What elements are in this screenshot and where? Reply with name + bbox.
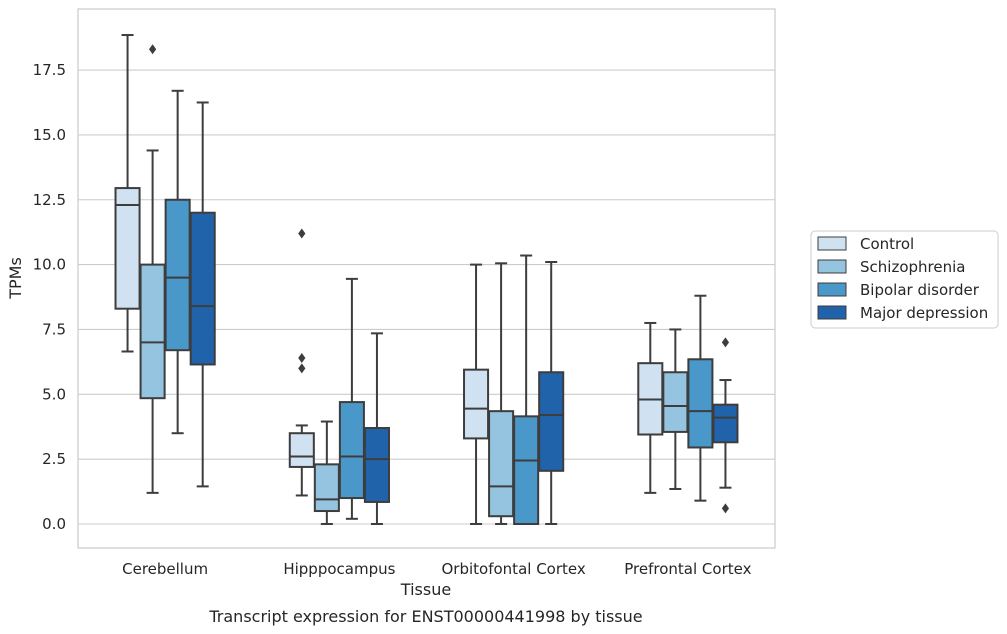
box — [712, 403, 739, 444]
outlier-point — [721, 503, 730, 514]
box-group — [637, 321, 664, 494]
box — [662, 371, 689, 433]
legend-label: Control — [860, 235, 914, 253]
box — [288, 432, 315, 468]
box-group — [463, 263, 490, 525]
box-group — [687, 294, 714, 502]
box — [114, 187, 141, 310]
box — [538, 371, 565, 472]
box-group — [189, 101, 216, 488]
x-axis-label: Tissue — [400, 580, 451, 599]
legend-swatch — [817, 305, 847, 320]
y-tick-label: 5.0 — [42, 385, 66, 403]
y-tick-label: 15.0 — [33, 126, 66, 144]
outlier-point — [298, 352, 306, 363]
box-group — [712, 337, 739, 514]
box — [363, 427, 390, 503]
y-tick-label: 2.5 — [42, 450, 66, 468]
box-group — [338, 277, 365, 520]
box-group — [363, 332, 390, 525]
boxes-layer — [114, 34, 739, 525]
box — [313, 463, 340, 513]
x-tick-label: Prefrontal Cortex — [624, 560, 751, 578]
x-axis-ticks: Cerebellum Hipppocampus Orbitofontal Corte… — [122, 560, 751, 578]
legend-label: Major depression — [860, 304, 988, 322]
box-group — [662, 328, 689, 490]
box-group — [288, 228, 315, 497]
legend-swatch — [817, 259, 847, 274]
legend: Control Schizophrenia Bipolar disorder Majo… — [810, 230, 999, 329]
box — [687, 358, 714, 449]
box-group — [488, 262, 515, 525]
y-axis-ticks: 0.0 2.5 5.0 7.5 10.0 12.5 15.0 17.5 — [33, 61, 66, 533]
box-group — [114, 34, 141, 353]
x-tick-label: Orbitofontal Cortex — [442, 560, 586, 578]
y-tick-label: 10.0 — [33, 256, 66, 274]
y-tick-label: 17.5 — [33, 61, 66, 79]
outlier-point — [721, 337, 730, 348]
outlier-point — [298, 228, 306, 239]
legend-swatch — [817, 282, 847, 297]
box — [139, 263, 166, 400]
y-tick-label: 7.5 — [42, 320, 66, 338]
legend-label: Schizophrenia — [860, 258, 965, 276]
y-axis-label: TPMs — [6, 257, 25, 300]
outlier-point — [149, 44, 157, 55]
legend-label: Bipolar disorder — [860, 281, 980, 299]
box-group — [538, 261, 565, 525]
x-tick-label: Hipppocampus — [283, 560, 395, 578]
box-group — [313, 420, 340, 525]
box-group — [164, 89, 191, 435]
outlier-point — [298, 363, 306, 374]
legend-swatch — [817, 236, 847, 251]
box-group — [513, 254, 540, 525]
box — [513, 415, 540, 525]
box-group — [139, 44, 166, 494]
legend-frame — [810, 230, 999, 329]
figure-caption: Transcript expression for ENST0000044199… — [208, 607, 642, 626]
y-tick-label: 0.0 — [42, 515, 66, 533]
box — [463, 368, 490, 440]
box — [488, 410, 515, 518]
x-tick-label: Cerebellum — [122, 560, 208, 578]
box — [164, 198, 191, 352]
y-tick-label: 12.5 — [33, 191, 66, 209]
box — [338, 401, 365, 500]
plot-frame — [77, 8, 776, 549]
box — [189, 211, 216, 366]
